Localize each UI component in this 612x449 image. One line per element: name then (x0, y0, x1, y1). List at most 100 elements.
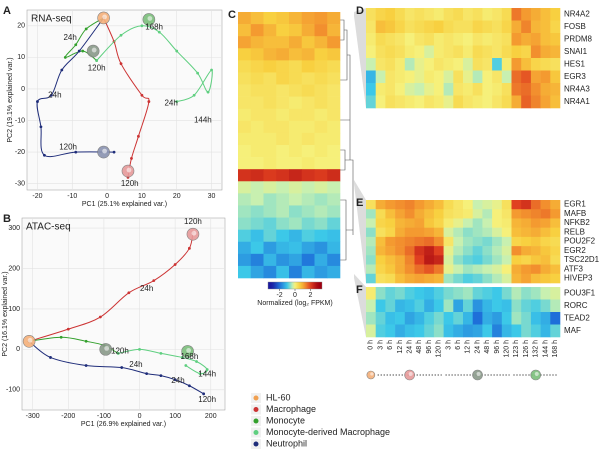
heat-cell (453, 312, 463, 325)
heat-cell (302, 242, 315, 254)
heat-cell (453, 58, 463, 71)
x-tick-label: 0 (138, 413, 142, 420)
heat-cell (531, 228, 541, 238)
heat-cell (415, 96, 425, 109)
heat-cell (444, 58, 454, 71)
point (210, 69, 213, 72)
heat-cell (541, 96, 551, 109)
heat-cell (385, 255, 395, 265)
heat-cell (327, 157, 340, 169)
heat-cell (541, 265, 551, 275)
heat-cell (395, 71, 405, 84)
heat-cell (327, 60, 340, 72)
heat-cell (302, 24, 315, 36)
heat-cell (424, 218, 434, 228)
heat-cell (395, 209, 405, 219)
time-point-label: 168 h (552, 340, 559, 358)
heat-cell (531, 83, 541, 96)
heat-cell (541, 300, 551, 313)
heat-cell (264, 12, 277, 24)
heat-cell (289, 121, 302, 133)
heat-cell (512, 265, 522, 275)
heat-cell (463, 200, 473, 210)
heat-cell (376, 209, 386, 219)
heat-cell (492, 287, 502, 300)
heat-cell (492, 218, 502, 228)
gene-label: HIVEP3 (564, 273, 593, 282)
heat-cell (424, 237, 434, 247)
heat-cell (463, 33, 473, 46)
heat-cell (385, 237, 395, 247)
heat-cell (541, 21, 551, 34)
heat-cell (424, 209, 434, 219)
point (64, 56, 67, 59)
heat-cell (482, 209, 492, 219)
heat-cell (512, 300, 522, 313)
heat-cell (276, 266, 289, 278)
heat-cell (434, 255, 444, 265)
x-tick-label: 20 (173, 193, 181, 200)
heat-cell (366, 228, 376, 238)
heat-cell (550, 21, 560, 34)
heat-cell (251, 254, 264, 266)
point (127, 291, 130, 294)
heat-cell (302, 230, 315, 242)
gene-label: FOSB (564, 22, 586, 31)
heat-cell (453, 8, 463, 21)
heat-cell (463, 246, 473, 256)
heat-cell (531, 200, 541, 210)
heat-cell (492, 58, 502, 71)
heat-cell (276, 72, 289, 84)
heat-cell (385, 274, 395, 284)
heat-cell (405, 200, 415, 210)
heat-cell (424, 274, 434, 284)
panel-label: B (3, 213, 11, 225)
heat-cell (541, 200, 551, 210)
heat-cell (424, 21, 434, 34)
heat-cell (550, 96, 560, 109)
heat-cell (482, 96, 492, 109)
time-label: 120h (184, 217, 202, 226)
heat-cell (405, 312, 415, 325)
heat-cell (550, 312, 560, 325)
heat-cell (405, 265, 415, 275)
heat-cell (327, 109, 340, 121)
heat-cell (463, 265, 473, 275)
heat-cell (366, 300, 376, 313)
heat-cell (327, 254, 340, 266)
heat-cell (453, 246, 463, 256)
heat-cell (531, 265, 541, 275)
time-label: 24h (140, 284, 153, 293)
heat-cell (512, 209, 522, 219)
heat-cell (251, 97, 264, 109)
heat-cell (315, 48, 328, 60)
point (74, 43, 77, 46)
heat-cell (385, 200, 395, 210)
heat-cell (502, 300, 512, 313)
heat-cell (276, 181, 289, 193)
heat-cell (415, 8, 425, 21)
heat-cell (434, 274, 444, 284)
legend-marker (254, 430, 259, 435)
heat-cell (385, 209, 395, 219)
heat-cell (315, 205, 328, 217)
time-point-label: 3 h (377, 340, 384, 350)
heat-cell (302, 254, 315, 266)
heat-cell (238, 85, 251, 97)
heat-cell (463, 274, 473, 284)
heat-cell (395, 300, 405, 313)
point (137, 135, 140, 138)
heat-cell (444, 237, 454, 247)
heat-cell (473, 325, 483, 338)
heat-cell (424, 228, 434, 238)
y-tick-label: 0 (21, 86, 25, 93)
heat-cell (251, 36, 264, 48)
heat-cell (502, 46, 512, 59)
heat-cell (315, 242, 328, 254)
heat-cell (415, 71, 425, 84)
heat-cell (405, 274, 415, 284)
heat-cell (238, 266, 251, 278)
heat-cell (492, 312, 502, 325)
gene-label: NR4A3 (564, 84, 590, 93)
time-point-label: 96 h (494, 340, 501, 354)
